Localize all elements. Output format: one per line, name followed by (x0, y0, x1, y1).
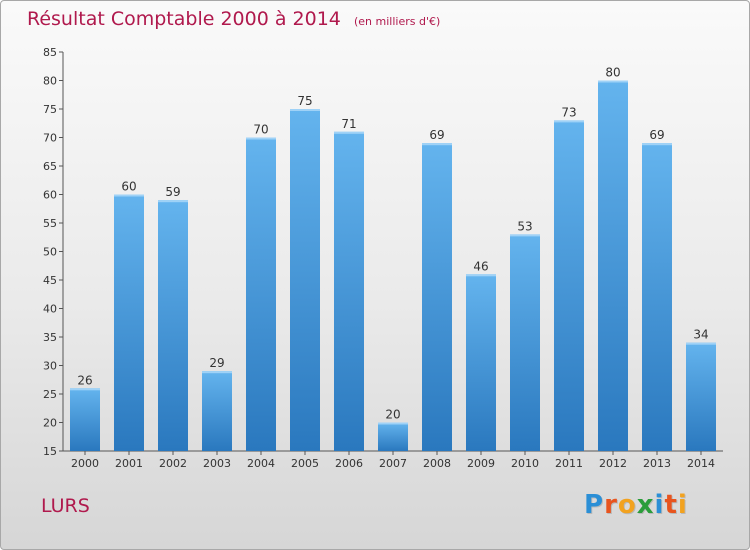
value-label-2004: 70 (253, 123, 268, 137)
x-axis: 2000 2001 2002 2003 2004 2005 2006 2007 2008 2009… (63, 450, 723, 470)
y-axis: 15 20 25 30 35 40 45 50 55 60 65 70 75 80 85 (43, 46, 64, 458)
logo-letter: t (664, 490, 678, 520)
y-tick-label: 30 (43, 360, 57, 373)
x-tick-label: 2004 (247, 457, 275, 470)
value-label-2003: 29 (209, 356, 224, 370)
value-label-2007: 20 (385, 408, 400, 422)
value-label-2001: 60 (121, 180, 136, 194)
x-tick-label: 2013 (643, 457, 671, 470)
y-tick-label: 75 (43, 103, 57, 116)
bar-top-edge (114, 194, 144, 197)
bar-top-edge (422, 143, 452, 146)
y-tick-label: 55 (43, 217, 57, 230)
value-label-2008: 69 (429, 128, 444, 142)
bar-2013 (642, 143, 672, 451)
bar-top-edge (554, 120, 584, 123)
x-tick-label: 2006 (335, 457, 363, 470)
bar-top-edge (202, 371, 232, 374)
x-tick-label: 2002 (159, 457, 187, 470)
value-labels: 26 60 59 29 70 75 71 20 69 46 53 73 80 69 34 (77, 66, 708, 422)
bar-2001 (114, 194, 144, 451)
y-tick-label: 60 (43, 189, 57, 202)
value-label-2010: 53 (517, 219, 532, 233)
x-tick-label: 2001 (115, 457, 143, 470)
bar-2011 (554, 120, 584, 452)
bar-top-edge (510, 234, 540, 237)
y-tick-label: 15 (43, 445, 57, 458)
value-label-2005: 75 (297, 94, 312, 108)
y-tick-label: 85 (43, 46, 57, 59)
x-tick-label: 2000 (71, 457, 99, 470)
bar-2002 (158, 200, 188, 451)
title-row: Résultat Comptable 2000 à 2014 (en milli… (27, 8, 440, 30)
bar-top-edge (378, 422, 408, 425)
bar-2012 (598, 80, 628, 451)
bar-2007 (378, 422, 408, 451)
bar-top-edge (158, 200, 188, 203)
chart-subtitle: (en milliers d'€) (353, 15, 441, 28)
y-tick-label: 25 (43, 388, 57, 401)
bar-2005 (290, 109, 320, 451)
bar-2010 (510, 234, 540, 451)
value-label-2014: 34 (693, 328, 708, 342)
bar-top-edge (466, 274, 496, 277)
bar-top-edge (70, 388, 100, 391)
bar-top-edge (334, 131, 364, 134)
y-tick-label: 65 (43, 160, 57, 173)
logo-letter: r (604, 490, 618, 520)
logo-letter: i (654, 490, 665, 520)
bar-top-edge (246, 137, 276, 140)
y-tick-label: 35 (43, 331, 57, 344)
bar-2014 (686, 342, 716, 451)
y-tick-label: 50 (43, 246, 57, 259)
y-tick-label: 40 (43, 303, 57, 316)
value-label-2013: 69 (649, 128, 664, 142)
chart-title: Résultat Comptable 2000 à 2014 (27, 8, 341, 30)
x-tick-label: 2012 (599, 457, 627, 470)
bar-top-edge (686, 342, 716, 345)
y-tick-label: 45 (43, 274, 57, 287)
logo-letter: x (636, 490, 655, 520)
logo-letter: o (617, 490, 637, 520)
logo-letter: P (584, 490, 605, 520)
bar-top-edge (290, 109, 320, 111)
bar-2003 (202, 371, 232, 451)
x-tick-label: 2009 (467, 457, 495, 470)
x-tick-label: 2014 (687, 457, 715, 470)
bar-top-edge (598, 80, 628, 83)
value-label-2011: 73 (561, 105, 576, 119)
y-tick-label: 20 (43, 417, 57, 430)
x-tick-label: 2008 (423, 457, 451, 470)
y-tick-label: 80 (43, 75, 57, 88)
bar-2009 (466, 274, 496, 451)
y-tick-label: 70 (43, 132, 57, 145)
bar-2008 (422, 143, 452, 451)
bar-2004 (246, 137, 276, 451)
x-tick-label: 2005 (291, 457, 319, 470)
x-tick-label: 2010 (511, 457, 539, 470)
bar-top-edge (642, 143, 672, 146)
value-label-2006: 71 (341, 117, 356, 131)
x-tick-label: 2007 (379, 457, 407, 470)
bar-2000 (70, 388, 100, 451)
value-label-2012: 80 (605, 66, 620, 80)
bars (70, 80, 716, 452)
x-tick-label: 2011 (555, 457, 583, 470)
logo-letter: i (677, 490, 688, 520)
bar-2006 (334, 131, 364, 452)
value-label-2002: 59 (165, 185, 180, 199)
location-name: LURS (41, 495, 90, 517)
proxiti-logo: Proxiti (584, 490, 688, 520)
value-label-2000: 26 (77, 373, 92, 387)
x-tick-label: 2003 (203, 457, 231, 470)
value-label-2009: 46 (473, 259, 488, 273)
